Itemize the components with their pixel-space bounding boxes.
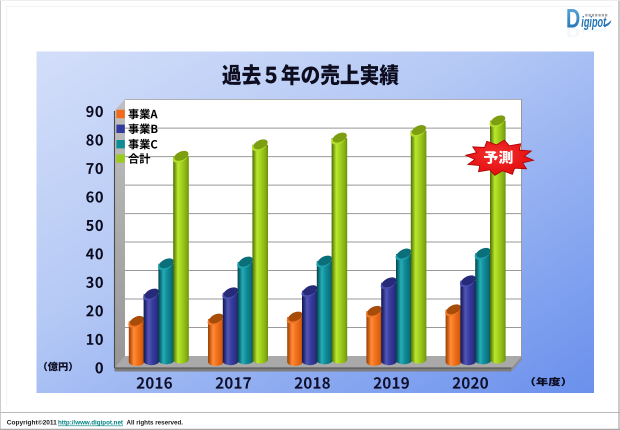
svg-text:D: D bbox=[566, 24, 580, 40]
svg-text:igipot: igipot bbox=[581, 26, 607, 35]
svg-text:D: D bbox=[566, 5, 580, 35]
svg-text:igipot: igipot bbox=[581, 14, 607, 31]
svg-text:http://www.digipot.net: http://www.digipot.net bbox=[58, 420, 124, 427]
svg-text:Copyright©2011: Copyright©2011 bbox=[7, 419, 57, 427]
svg-text:All rights reserved.: All rights reserved. bbox=[127, 420, 184, 427]
